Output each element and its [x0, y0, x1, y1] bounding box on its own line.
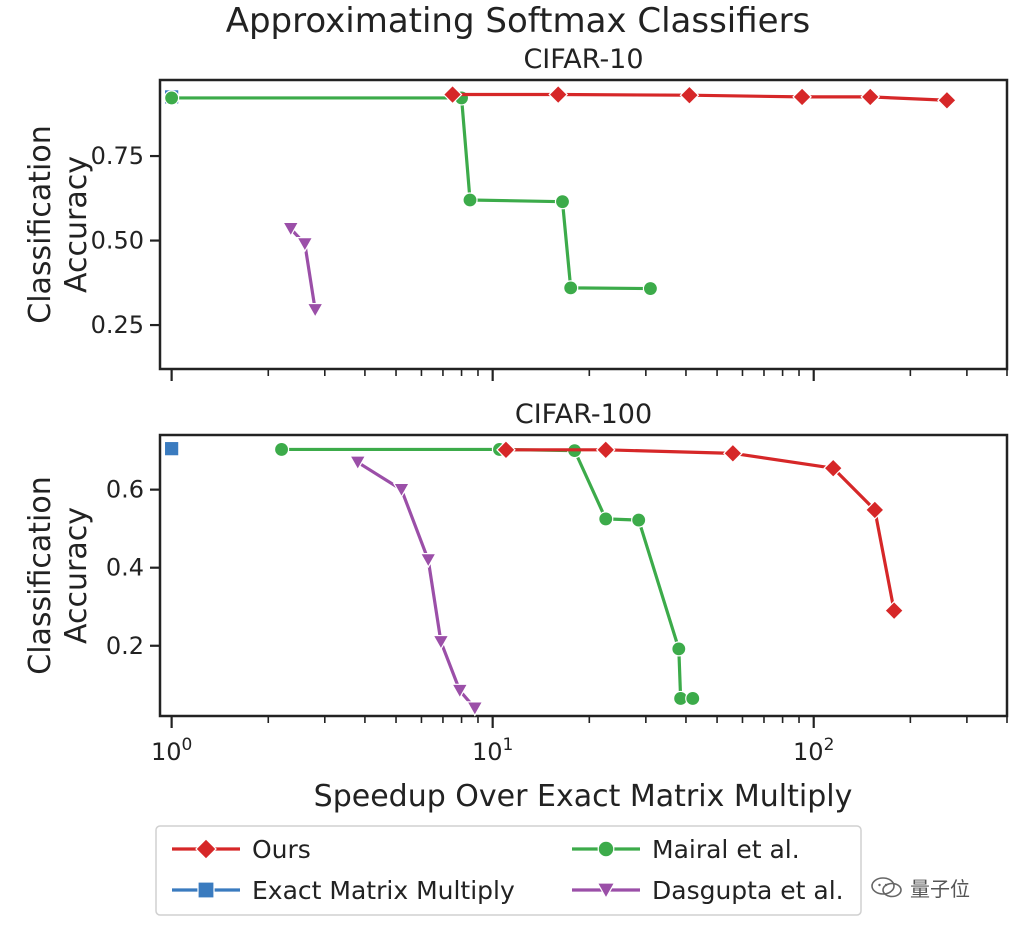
data-point-ours	[723, 443, 743, 464]
data-point-ours	[679, 85, 700, 106]
data-point-ours	[937, 90, 957, 111]
y-axis-label-line: Classification	[23, 476, 58, 675]
data-point-ours	[595, 439, 616, 460]
series-line-ours	[505, 448, 896, 611]
x-tick-label: 101	[472, 735, 513, 766]
series-line-mairal-et-al	[171, 96, 651, 291]
legend-marker	[197, 881, 215, 899]
data-point-dasgupta-et-al	[306, 302, 324, 319]
y-tick-label: 0.4	[106, 554, 144, 582]
y-axis-label-line: Accuracy	[59, 507, 94, 644]
data-point-ours	[823, 458, 844, 479]
data-point-dasgupta-et-al	[282, 221, 300, 238]
data-point-ours	[860, 87, 881, 107]
y-tick-label: 0.50	[91, 227, 144, 255]
axes-frame	[158, 433, 1009, 718]
legend-frame	[155, 825, 862, 916]
data-point-mairal-et-al	[631, 512, 647, 528]
series-line-mairal-et-al	[281, 447, 693, 701]
data-point-dasgupta-et-al	[451, 683, 469, 700]
x-tick-exponent: 1	[503, 735, 514, 755]
series-line-dasgupta-et-al	[356, 460, 477, 710]
x-tick-exponent: 2	[824, 735, 835, 755]
legend-label: Exact Matrix Multiply	[252, 876, 515, 905]
data-point-mairal-et-al	[273, 441, 290, 458]
x-tick-label: 102	[793, 735, 834, 766]
watermark: 量子位	[870, 872, 1020, 902]
data-point-mairal-et-al	[598, 511, 614, 527]
data-point-ours	[792, 87, 812, 107]
data-point-mairal-et-al	[685, 690, 701, 707]
series-mairal-et-al	[164, 90, 659, 297]
figure-title: Approximating Softmax Classifiers	[226, 1, 811, 41]
data-point-mairal-et-al	[563, 280, 579, 296]
series-ours	[496, 439, 904, 621]
legend-label: Mairal et al.	[652, 835, 800, 864]
wechat-icon	[871, 877, 902, 898]
data-point-mairal-et-al	[671, 641, 687, 657]
y-axis-label: ClassificationAccuracy	[23, 476, 94, 675]
legend-entry-mairal-et-al: Mairal et al.	[572, 835, 800, 864]
y-axis-label: ClassificationAccuracy	[23, 125, 94, 324]
watermark-text: 量子位	[910, 876, 970, 901]
data-point-dasgupta-et-al	[296, 237, 314, 253]
legend-marker	[596, 882, 616, 900]
legend-marker	[195, 838, 217, 860]
data-point-dasgupta-et-al	[466, 701, 484, 717]
data-point-exact-matrix-multiply	[163, 440, 180, 457]
series-line-ours	[452, 92, 948, 102]
data-point-mairal-et-al	[462, 192, 478, 208]
series-dasgupta-et-al	[349, 455, 484, 717]
y-tick-label: 0.6	[106, 476, 144, 504]
series-exact-matrix-multiply	[163, 440, 180, 457]
x-tick-exponent: 0	[181, 735, 192, 755]
y-axis-label-line: Accuracy	[59, 156, 94, 293]
y-tick-label: 0.2	[106, 632, 144, 660]
legend-entry-dasgupta-et-al: Dasgupta et al.	[572, 876, 844, 905]
series-mairal-et-al	[273, 441, 701, 707]
panel-title: CIFAR-10	[523, 44, 643, 75]
data-point-dasgupta-et-al	[349, 455, 367, 471]
data-point-ours	[442, 84, 463, 105]
data-point-ours	[864, 500, 885, 520]
legend-entry-ours: Ours	[172, 835, 311, 864]
legend-label: Dasgupta et al.	[652, 876, 844, 905]
data-point-ours	[884, 600, 904, 621]
axes-frame	[158, 78, 1009, 371]
y-axis-label-line: Classification	[23, 125, 58, 324]
y-tick-label: 0.25	[91, 311, 144, 339]
legend-marker	[597, 840, 615, 858]
data-point-mairal-et-al	[642, 280, 659, 297]
legend: Ours Mairal et al. Exact Matrix Multiply Da…	[155, 825, 862, 916]
x-tick-label: 100	[151, 735, 192, 766]
legend-label: Ours	[252, 835, 311, 864]
series-dasgupta-et-al	[282, 221, 324, 319]
data-point-ours	[548, 84, 569, 105]
data-point-dasgupta-et-al	[432, 634, 450, 651]
data-point-mairal-et-al	[554, 194, 571, 210]
x-axis-label: Speedup Over Exact Matrix Multiply	[314, 779, 853, 814]
y-tick-label: 0.75	[91, 142, 144, 170]
panel-cifar10: CIFAR-100.250.500.75ClassificationAccura…	[23, 44, 1009, 381]
data-point-dasgupta-et-al	[419, 552, 437, 569]
panel-title: CIFAR-100	[515, 399, 652, 430]
legend-entry-exact-matrix-multiply: Exact Matrix Multiply	[172, 876, 515, 905]
series-ours	[442, 84, 957, 111]
data-point-dasgupta-et-al	[392, 482, 411, 499]
data-point-mairal-et-al	[164, 90, 180, 106]
data-point-ours	[496, 439, 516, 460]
